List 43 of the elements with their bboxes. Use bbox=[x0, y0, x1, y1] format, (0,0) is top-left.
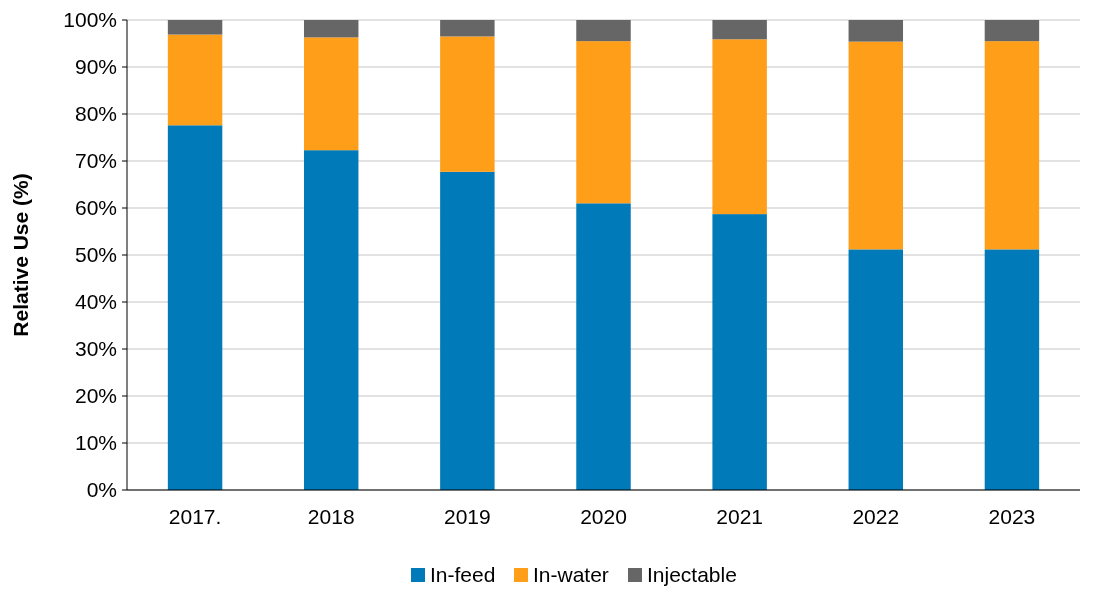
x-tick-label: 2019 bbox=[444, 505, 491, 528]
y-tick-label: 20% bbox=[74, 384, 117, 408]
bar bbox=[712, 39, 767, 215]
x-tick-label: 2021 bbox=[716, 505, 763, 528]
bar bbox=[167, 34, 223, 126]
bar bbox=[848, 249, 904, 490]
bar bbox=[440, 36, 495, 172]
y-tick-label: 0% bbox=[86, 478, 117, 502]
bar bbox=[167, 20, 223, 35]
y-tick-label: 60% bbox=[74, 196, 117, 220]
y-tick-label: 80% bbox=[74, 102, 117, 126]
x-tick-label: 2022 bbox=[852, 505, 900, 528]
bar bbox=[440, 171, 495, 490]
y-tick-label: 40% bbox=[74, 290, 117, 314]
bar bbox=[576, 203, 631, 490]
bar bbox=[712, 214, 767, 490]
bar bbox=[984, 249, 1040, 490]
y-tick-label: 100% bbox=[63, 8, 117, 32]
bar bbox=[440, 20, 495, 37]
bar bbox=[303, 37, 359, 151]
bar bbox=[576, 41, 631, 204]
bar bbox=[303, 20, 359, 38]
x-tick-label: 2018 bbox=[307, 505, 355, 528]
x-tick-label: 2017. bbox=[168, 505, 222, 528]
legend-label: Injectable bbox=[647, 563, 737, 587]
bar bbox=[984, 41, 1040, 250]
bar bbox=[712, 20, 767, 40]
legend-label: In-feed bbox=[430, 563, 496, 587]
bar bbox=[848, 41, 904, 250]
bar bbox=[303, 150, 359, 490]
bar bbox=[984, 20, 1040, 42]
y-tick-label: 10% bbox=[74, 431, 117, 455]
y-tick-label: 50% bbox=[74, 243, 117, 267]
y-axis-title: Relative Use (%) bbox=[9, 173, 32, 337]
bar bbox=[576, 20, 631, 42]
y-tick-label: 90% bbox=[74, 55, 117, 79]
y-tick-label: 70% bbox=[74, 149, 117, 173]
x-tick-label: 2023 bbox=[988, 505, 1036, 528]
bar bbox=[848, 20, 904, 42]
y-tick-label: 30% bbox=[74, 337, 117, 361]
x-tick-label: 2020 bbox=[580, 505, 627, 528]
bar bbox=[167, 125, 223, 490]
legend-label: In-water bbox=[533, 563, 609, 587]
